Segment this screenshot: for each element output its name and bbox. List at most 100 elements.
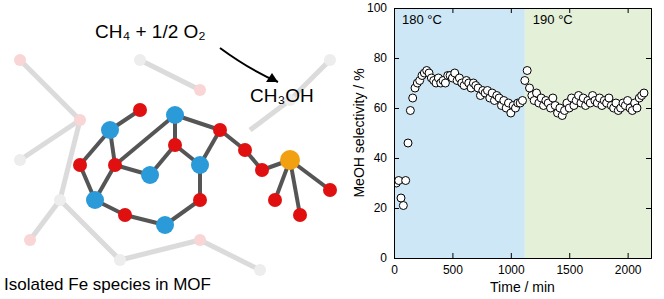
atom <box>194 84 206 96</box>
tick: 20 <box>374 201 399 215</box>
tick-label: 1500 <box>556 263 583 277</box>
data-point <box>549 94 557 102</box>
data-point <box>523 67 531 75</box>
tick-label: 1000 <box>498 263 525 277</box>
tick-mark <box>452 253 453 258</box>
y-axis-right <box>646 9 652 259</box>
bond <box>120 240 200 260</box>
caption: Isolated Fe species in MOF <box>4 275 211 294</box>
atom <box>254 264 266 276</box>
tick-mark <box>394 58 399 59</box>
tick-mark <box>628 8 629 13</box>
tick-mark <box>569 253 570 258</box>
tick-label: 60 <box>374 101 388 115</box>
axis-line <box>395 9 400 259</box>
atom <box>134 54 146 66</box>
arrow-head <box>266 73 278 82</box>
data-point <box>526 84 534 92</box>
data-point <box>404 139 412 147</box>
region <box>525 8 651 258</box>
oxygen <box>133 103 147 117</box>
metal <box>141 166 159 184</box>
scheme: CH₄ + 1/2 O₂ CH₃OH Isolated Fe species in … <box>4 21 337 294</box>
atom <box>24 234 36 246</box>
tick <box>646 208 651 209</box>
oxygen <box>108 158 122 172</box>
tick-mark <box>646 158 651 159</box>
tick: 2000 <box>615 253 642 277</box>
oxygen <box>255 163 269 177</box>
atom <box>74 114 86 126</box>
tick-mark <box>511 8 512 13</box>
framework <box>14 54 336 276</box>
data-point <box>441 79 449 87</box>
y-axis: 0 20 40 60 80 100 <box>367 1 399 265</box>
atom <box>324 54 336 66</box>
data-point <box>409 94 417 102</box>
data-point <box>633 104 641 112</box>
tick: 1500 <box>556 253 583 277</box>
tick-label: 2000 <box>615 263 642 277</box>
data-point <box>521 77 529 85</box>
tick-mark <box>394 258 399 259</box>
data-point <box>605 94 613 102</box>
oxygen <box>268 193 282 207</box>
tick <box>511 8 512 13</box>
data-point <box>406 107 414 115</box>
tick-label: 100 <box>367 1 387 15</box>
tick-label: 40 <box>374 151 388 165</box>
tick-mark <box>646 8 651 9</box>
arrow <box>220 48 278 82</box>
bond <box>30 200 60 240</box>
bond <box>20 120 80 160</box>
metal <box>101 121 119 139</box>
data-point <box>402 177 410 185</box>
x-axis-top <box>395 8 652 13</box>
tick-mark <box>646 58 651 59</box>
x-axis-title: Time / min <box>490 279 555 295</box>
bond <box>200 240 260 270</box>
product: CH₃OH <box>250 85 314 106</box>
tick <box>646 158 651 159</box>
tick: 0 <box>380 251 399 265</box>
tick-mark <box>452 8 453 13</box>
figure: CH₄ + 1/2 O₂ CH₃OH Isolated Fe species in … <box>0 0 664 299</box>
y-axis-title: MeOH selectivity / % <box>351 68 367 197</box>
x-axis: 0500100015002000 <box>391 253 651 277</box>
plot-area <box>394 8 651 258</box>
oxygen <box>293 208 307 222</box>
atom <box>54 194 66 206</box>
tick-mark <box>628 253 629 258</box>
atom <box>194 234 206 246</box>
iron <box>280 150 300 170</box>
axis-line <box>395 253 652 259</box>
tick: 80 <box>374 51 399 65</box>
tick-mark <box>511 253 512 258</box>
tick-mark <box>646 208 651 209</box>
metal <box>86 191 104 209</box>
tick-mark <box>646 258 651 259</box>
tick <box>394 8 395 13</box>
tick-mark <box>394 8 395 13</box>
reactant: CH₄ + 1/2 O₂ <box>95 21 206 42</box>
bond <box>20 60 80 120</box>
tick <box>569 8 570 13</box>
tick-label: 80 <box>374 51 388 65</box>
tick-mark <box>646 108 651 109</box>
oxygen <box>168 138 182 152</box>
tick <box>452 8 453 13</box>
tick-mark <box>569 8 570 13</box>
points <box>394 67 648 210</box>
region-label: 180 °C <box>402 12 442 27</box>
tick: 500 <box>443 253 463 277</box>
data-point <box>519 97 527 105</box>
metal <box>166 106 184 124</box>
oxygen <box>238 143 252 157</box>
data-point <box>640 89 648 97</box>
tick <box>646 8 651 9</box>
tick: 100 <box>367 1 399 15</box>
tick <box>628 8 629 13</box>
oxygen <box>213 123 227 137</box>
axis-line <box>646 9 652 259</box>
oxygen <box>193 193 207 207</box>
